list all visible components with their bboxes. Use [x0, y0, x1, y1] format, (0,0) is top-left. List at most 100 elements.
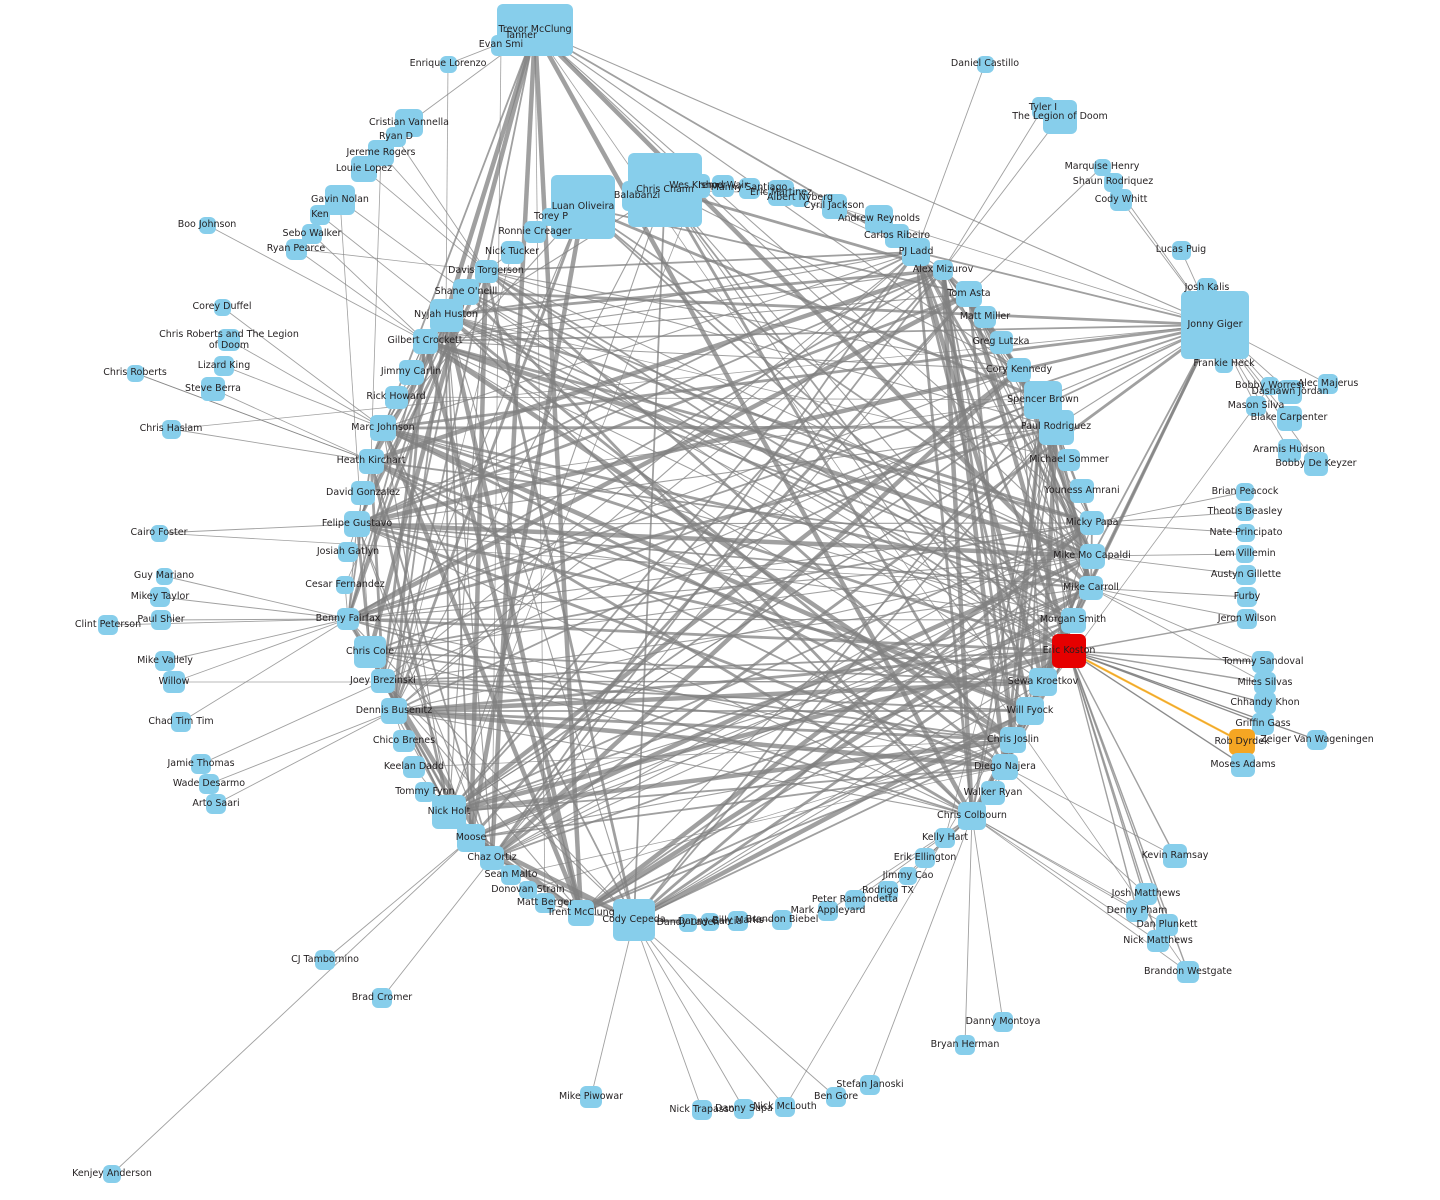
graph-node[interactable] [1181, 291, 1249, 359]
graph-node[interactable] [1029, 668, 1057, 696]
graph-node[interactable] [1079, 576, 1103, 600]
graph-node[interactable] [1304, 452, 1328, 476]
graph-node[interactable] [1147, 930, 1169, 952]
graph-node[interactable] [354, 636, 386, 668]
graph-node[interactable] [1007, 358, 1031, 382]
graph-node[interactable] [915, 848, 935, 868]
graph-node[interactable] [519, 881, 537, 899]
graph-node[interactable] [551, 175, 615, 239]
graph-node[interactable] [1276, 405, 1302, 431]
graph-node[interactable] [439, 55, 457, 73]
graph-node[interactable] [98, 615, 118, 635]
graph-node[interactable] [974, 306, 996, 328]
graph-node[interactable] [993, 1012, 1013, 1032]
graph-node[interactable] [1177, 961, 1199, 983]
graph-node[interactable] [1236, 565, 1256, 585]
graph-node[interactable] [899, 867, 917, 885]
graph-node[interactable] [150, 587, 170, 607]
graph-node[interactable] [429, 298, 463, 332]
graph-node[interactable] [775, 1097, 795, 1117]
graph-node[interactable] [989, 330, 1013, 354]
graph-node[interactable] [1318, 374, 1338, 394]
graph-node[interactable] [734, 1099, 754, 1119]
graph-node[interactable] [218, 329, 240, 351]
graph-node[interactable] [199, 774, 219, 794]
graph-node[interactable] [351, 481, 375, 505]
graph-node[interactable] [150, 524, 168, 542]
graph-node[interactable] [542, 208, 560, 226]
graph-node[interactable] [1215, 355, 1233, 373]
graph-node[interactable] [535, 893, 555, 913]
graph-node[interactable] [500, 240, 524, 264]
graph-node[interactable] [692, 1100, 712, 1120]
graph-node[interactable] [512, 27, 530, 45]
graph-node[interactable] [712, 175, 734, 197]
graph-node[interactable] [728, 911, 748, 931]
graph-node[interactable] [1252, 713, 1274, 735]
graph-node[interactable] [415, 782, 435, 802]
graph-node[interactable] [956, 281, 982, 307]
graph-node[interactable] [198, 216, 216, 234]
graph-node[interactable] [351, 156, 377, 182]
graph-node[interactable] [1277, 438, 1301, 462]
graph-node[interactable] [1237, 609, 1257, 629]
graph-node[interactable] [103, 1165, 121, 1183]
graph-node[interactable] [935, 828, 955, 848]
graph-node[interactable] [171, 712, 191, 732]
graph-node[interactable] [501, 865, 521, 885]
graph-node[interactable] [155, 567, 173, 585]
graph-node[interactable] [161, 419, 181, 439]
graph-node[interactable] [432, 795, 466, 829]
graph-node[interactable] [285, 238, 307, 260]
graph-node[interactable] [302, 224, 322, 244]
graph-node[interactable] [384, 385, 408, 409]
graph-node[interactable] [370, 415, 396, 441]
graph-node[interactable] [1110, 189, 1132, 211]
graph-node[interactable] [191, 754, 211, 774]
graph-node[interactable] [1236, 503, 1254, 521]
graph-node[interactable] [1254, 692, 1276, 714]
graph-node[interactable] [126, 364, 144, 382]
graph-node[interactable] [155, 651, 175, 671]
graph-node[interactable] [701, 913, 719, 931]
graph-node[interactable] [992, 754, 1018, 780]
graph-node[interactable] [1261, 377, 1279, 395]
graph-node[interactable] [412, 328, 438, 354]
graph-node[interactable] [826, 1087, 846, 1107]
graph-node[interactable] [976, 55, 994, 73]
graph-node[interactable] [1236, 483, 1254, 501]
graph-node[interactable] [1000, 727, 1026, 753]
graph-node[interactable] [358, 448, 384, 474]
graph-node[interactable] [206, 794, 226, 814]
graph-node[interactable] [336, 576, 354, 594]
graph-node[interactable] [772, 910, 792, 930]
graph-node[interactable] [344, 511, 370, 537]
graph-node[interactable] [1079, 543, 1105, 569]
graph-node[interactable] [310, 205, 330, 225]
graph-node[interactable] [393, 730, 415, 752]
graph-node[interactable] [622, 181, 652, 211]
graph-node[interactable] [214, 356, 234, 376]
graph-node[interactable] [821, 193, 847, 219]
graph-node[interactable] [981, 781, 1005, 805]
graph-node[interactable] [163, 671, 185, 693]
graph-node[interactable] [315, 950, 335, 970]
graph-node[interactable] [1038, 409, 1074, 445]
graph-node[interactable] [1237, 524, 1255, 542]
graph-node[interactable] [213, 298, 231, 316]
graph-node[interactable] [1103, 172, 1123, 192]
graph-node[interactable] [878, 881, 898, 901]
graph-node[interactable] [1070, 479, 1094, 503]
graph-node[interactable] [151, 610, 171, 630]
graph-node[interactable] [1060, 607, 1086, 633]
graph-node[interactable] [1163, 844, 1187, 868]
graph-node[interactable] [1307, 730, 1327, 750]
graph-node[interactable] [474, 259, 498, 283]
graph-node[interactable] [845, 890, 865, 910]
graph-node[interactable] [902, 238, 930, 266]
graph-node[interactable] [1246, 396, 1266, 416]
graph-node[interactable] [933, 260, 953, 280]
graph-node[interactable] [568, 900, 594, 926]
graph-node[interactable] [1236, 545, 1254, 563]
graph-node[interactable] [1043, 100, 1077, 134]
